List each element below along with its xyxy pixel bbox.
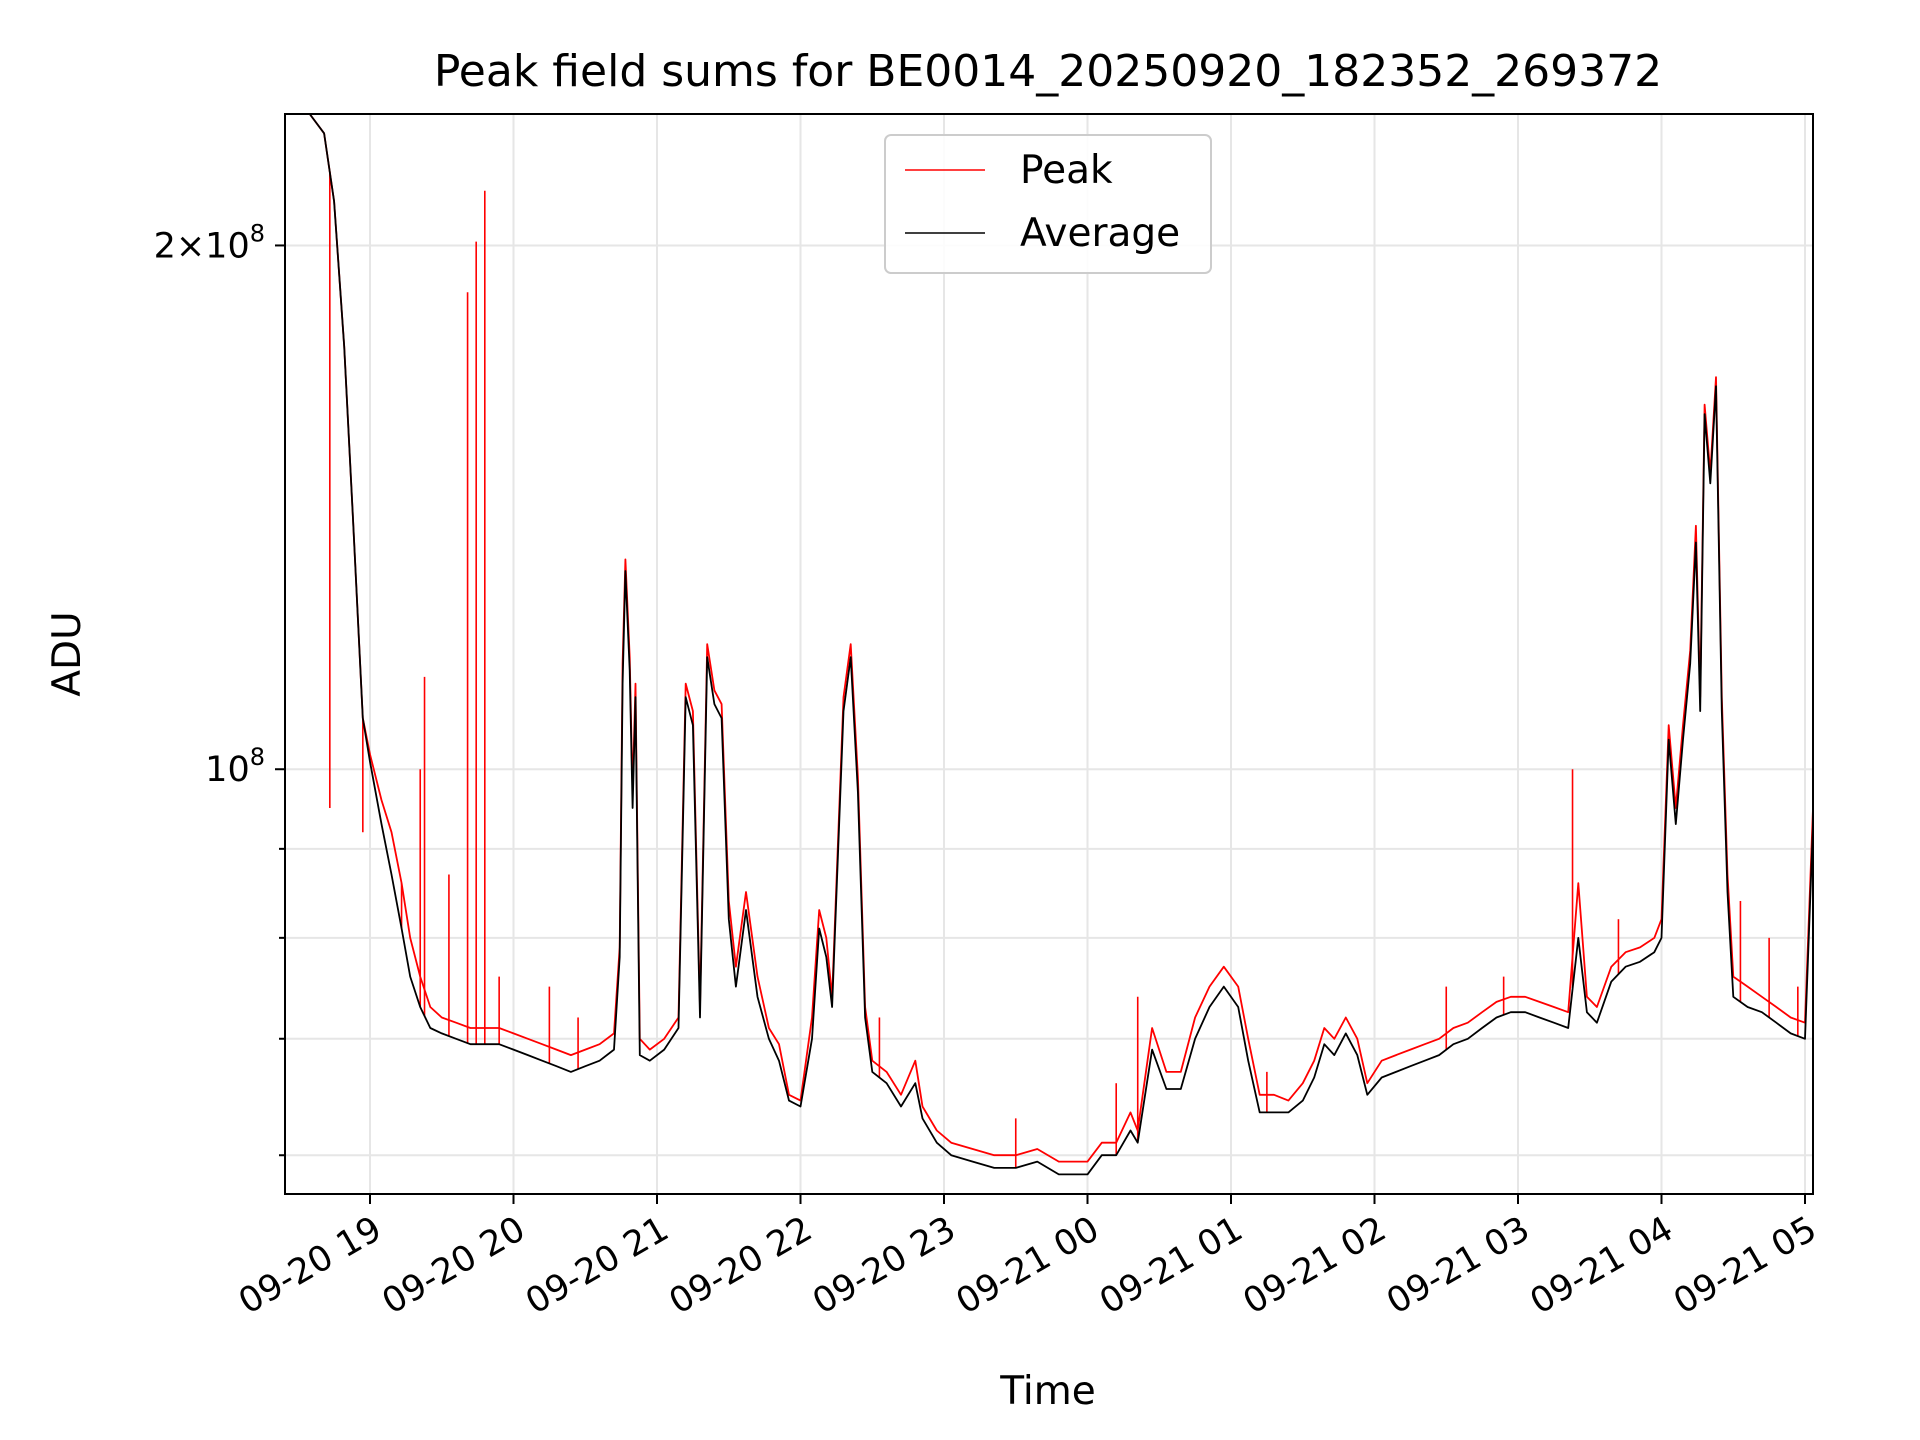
legend-peak-label: Peak — [1020, 148, 1113, 193]
chart-title: Peak field sums for BE0014_20250920_1823… — [434, 46, 1662, 97]
y-tick-label: 108 — [205, 743, 265, 790]
series-peak-line — [285, 114, 1813, 1163]
y-axis-label: ADU — [45, 611, 90, 696]
x-axis-label: Time — [999, 1369, 1095, 1414]
plot-area — [285, 114, 1813, 1176]
series-group — [285, 114, 1813, 1176]
y-axis-ticks: 2×108 108 — [154, 219, 285, 1157]
y-tick-label: 2×108 — [154, 219, 265, 266]
series-average-line — [285, 114, 1813, 1176]
legend-average-label: Average — [1020, 211, 1180, 256]
axes-frame — [284, 113, 1814, 1195]
legend: Peak Average — [884, 134, 1212, 274]
